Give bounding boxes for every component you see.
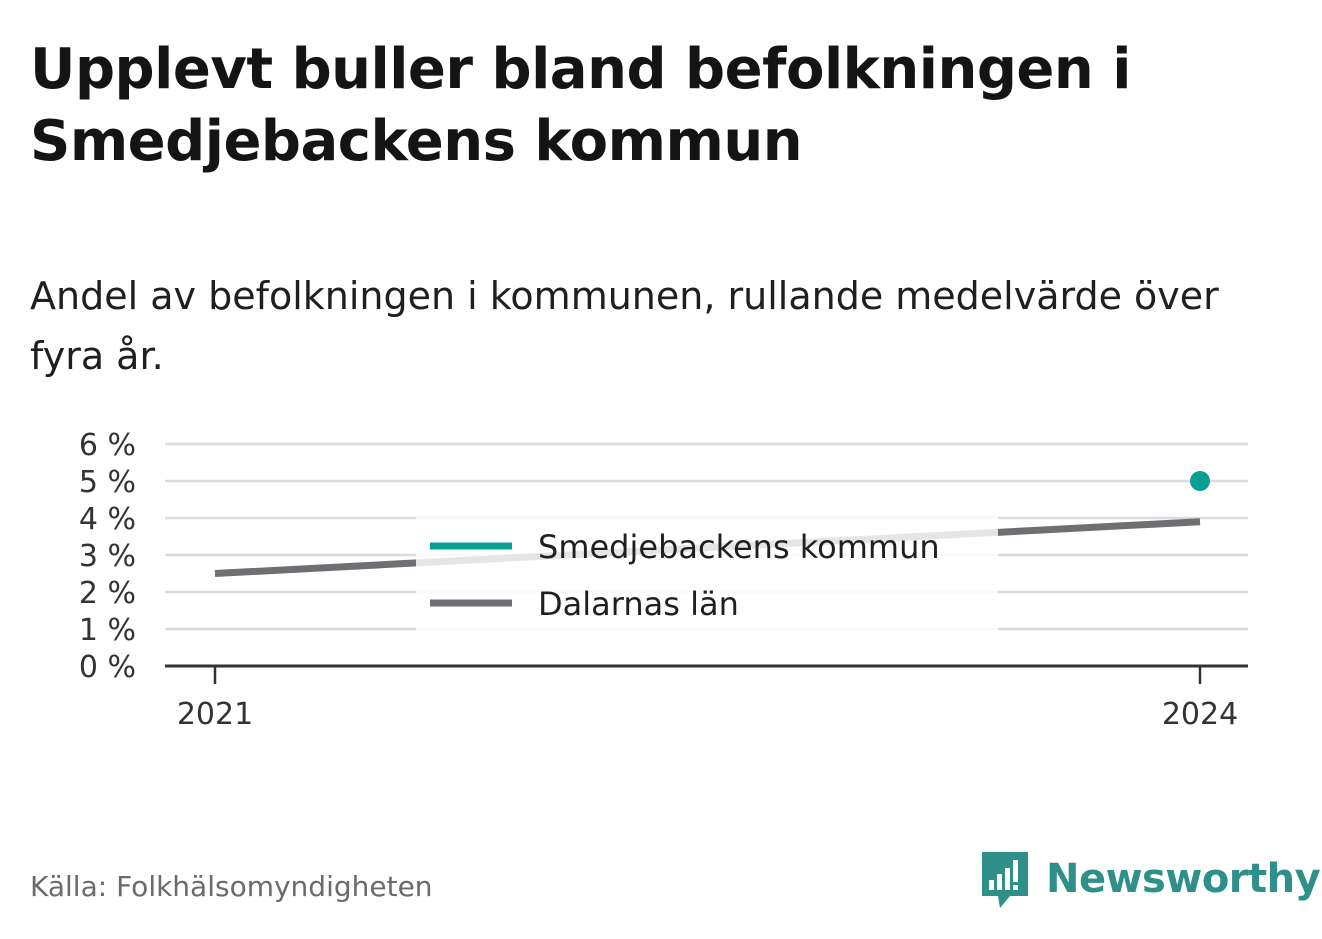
y-tick-label: 6 % <box>79 428 136 463</box>
y-tick-label: 2 % <box>79 576 136 611</box>
series-point <box>1190 471 1210 491</box>
y-tick-label: 4 % <box>79 502 136 537</box>
y-tick-label: 0 % <box>79 650 136 685</box>
x-tick-label: 2021 <box>177 697 253 732</box>
y-axis-labels: 0 %1 %2 %3 %4 %5 %6 % <box>79 428 136 685</box>
legend-label: Dalarnas län <box>538 585 739 623</box>
newsworthy-brand: Newsworthy <box>980 848 1321 910</box>
source-note: Källa: Folkhälsomyndigheten <box>30 870 433 903</box>
brand-name: Newsworthy <box>1046 856 1321 902</box>
y-tick-label: 3 % <box>79 539 136 574</box>
legend-label: Smedjebackens kommun <box>538 528 940 566</box>
x-axis: 2021 2024 <box>165 664 1248 732</box>
x-tick-label: 2024 <box>1162 697 1238 732</box>
y-tick-label: 5 % <box>79 465 136 500</box>
y-tick-label: 1 % <box>79 613 136 648</box>
chart-title: Upplevt buller bland befolkningen i Smed… <box>30 37 1131 174</box>
chart-subtitle: Andel av befolkningen i kommunen, rullan… <box>30 274 1219 378</box>
legend-background <box>416 517 998 631</box>
newsworthy-logo-icon <box>982 852 1028 908</box>
legend: Smedjebackens kommun Dalarnas län <box>416 517 998 631</box>
